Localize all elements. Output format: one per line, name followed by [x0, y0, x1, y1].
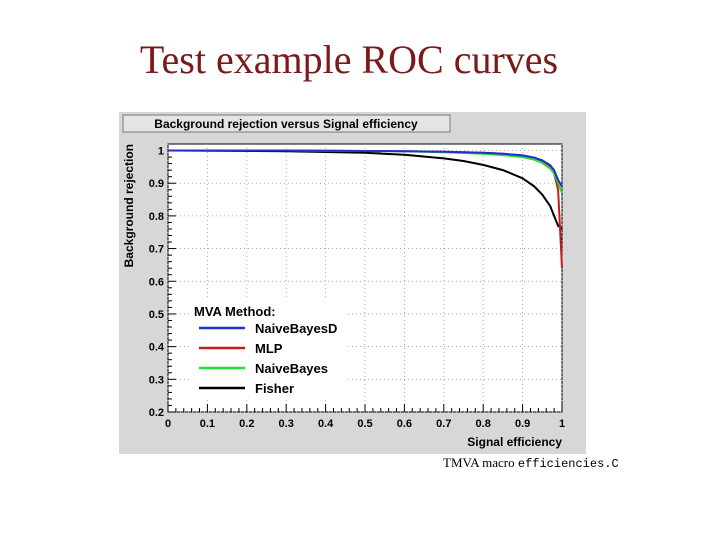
- roc-chart: Background rejection versus Signal effic…: [122, 114, 565, 449]
- x-tick-label: 0.6: [397, 418, 412, 430]
- legend-label-naivebayes: NaiveBayes: [255, 361, 328, 376]
- y-tick-label: 0.4: [149, 342, 165, 354]
- legend-box: [191, 300, 347, 400]
- y-tick-label: 0.3: [149, 374, 164, 386]
- caption-prefix: TMVA macro: [443, 455, 515, 470]
- legend-label-naivebayesd: NaiveBayesD: [255, 321, 337, 336]
- legend-title: MVA Method:: [194, 304, 276, 319]
- x-tick-label: 0.9: [515, 418, 530, 430]
- slide-title: Test example ROC curves: [139, 37, 559, 82]
- caption-filename: efficiencies.C: [517, 457, 619, 471]
- x-axis-label: Signal efficiency: [467, 435, 562, 449]
- series-line-naivebayesd: [168, 149, 563, 188]
- chart-title: Background rejection versus Signal effic…: [154, 117, 418, 131]
- x-tick-label: 0.3: [279, 418, 294, 430]
- y-tick-label: 0.9: [149, 178, 164, 190]
- x-tick-label: 0.7: [436, 418, 451, 430]
- x-tick-label: 0.2: [239, 418, 254, 430]
- y-tick-label: 0.6: [149, 276, 164, 288]
- series-line-fisher: [167, 149, 563, 230]
- x-tick-label: 0.5: [357, 418, 372, 430]
- legend-label-fisher: Fisher: [255, 381, 294, 396]
- legend: MVA Method: NaiveBayesD MLP NaiveBayes Fishe…: [191, 300, 347, 400]
- y-axis-label: Background rejection: [122, 144, 136, 267]
- roc-plot-panel: Background rejection versus Signal effic…: [119, 112, 586, 454]
- x-tick-label: 0.4: [318, 418, 334, 430]
- x-tick-label: 0.1: [200, 418, 215, 430]
- y-tick-label: 0.7: [149, 244, 164, 256]
- y-tick-label: 0.5: [149, 309, 164, 321]
- chart-title-box: [122, 114, 451, 133]
- y-tick-label: 0.8: [149, 211, 164, 223]
- y-tick-label: 0.2: [149, 407, 164, 419]
- x-tick-label: 0.8: [476, 418, 491, 430]
- x-tick-label: 1: [559, 418, 565, 430]
- x-tick-label: 0: [165, 418, 171, 430]
- legend-label-mlp: MLP: [255, 341, 283, 356]
- y-tick-label: 1: [158, 146, 164, 158]
- macro-caption: TMVA macro efficiencies.C: [443, 455, 619, 471]
